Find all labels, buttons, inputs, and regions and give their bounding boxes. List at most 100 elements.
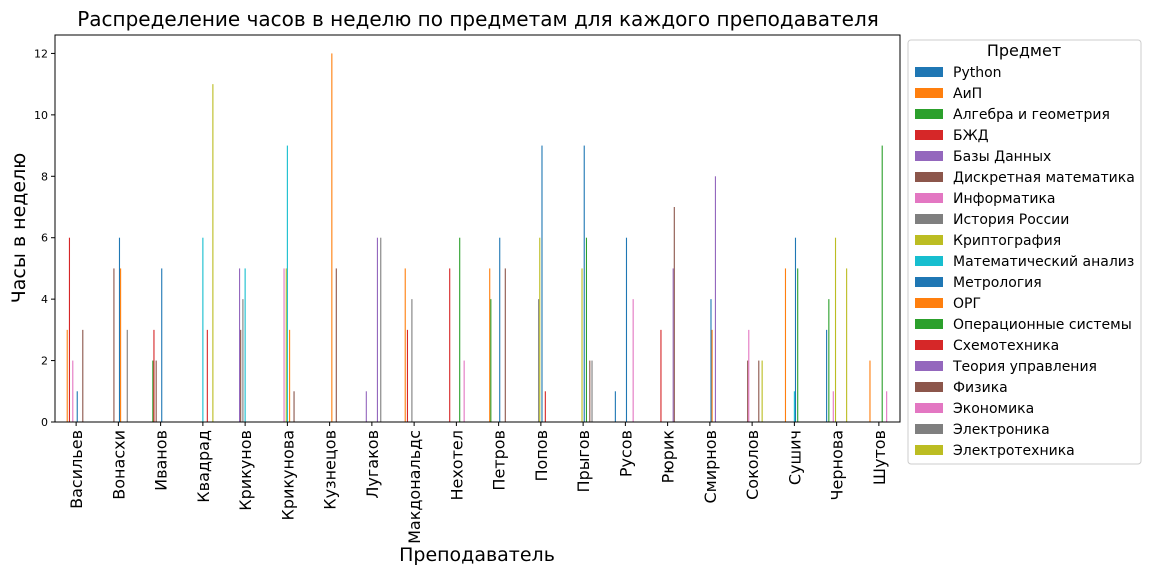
- bar: [761, 360, 763, 422]
- legend-swatch: [915, 298, 943, 308]
- legend-frame: [907, 39, 1142, 465]
- bar: [797, 268, 799, 422]
- y-tick-label: 10: [34, 109, 48, 122]
- bar: [504, 268, 506, 422]
- legend-label: Криптография: [953, 233, 1061, 249]
- bar: [490, 299, 492, 422]
- y-tick-label: 8: [41, 170, 48, 183]
- legend-swatch: [915, 424, 943, 434]
- x-tick-label: Вонасхи: [109, 430, 128, 500]
- bar: [118, 237, 121, 422]
- x-tick-label: Смирнов: [701, 430, 720, 503]
- legend-label: Экономика: [953, 401, 1034, 417]
- legend-swatch: [915, 88, 943, 98]
- bar: [794, 237, 797, 422]
- legend-label: Алгебра и геометрия: [953, 107, 1110, 123]
- x-tick-label: Васильев: [67, 430, 86, 509]
- x-tick-label: Соколов: [743, 430, 762, 500]
- legend-swatch: [915, 235, 943, 245]
- bar: [758, 360, 760, 422]
- x-axis-label: Преподаватель: [399, 544, 555, 566]
- bar: [747, 360, 749, 422]
- legend-label: История России: [953, 212, 1069, 228]
- legend-label: Базы Данных: [953, 149, 1051, 165]
- legend-label: АиП: [953, 86, 982, 102]
- x-tick-label: Крикунова: [278, 430, 297, 521]
- bar: [499, 237, 501, 422]
- legend-label: БЖД: [953, 128, 989, 144]
- legend-swatch: [915, 403, 943, 413]
- legend-swatch: [915, 214, 943, 224]
- bar: [793, 391, 795, 422]
- bar: [748, 329, 750, 422]
- legend-swatch: [915, 277, 943, 287]
- bar: [286, 145, 288, 422]
- bar: [583, 145, 585, 422]
- bar: [591, 360, 593, 422]
- bar: [449, 268, 451, 422]
- bar: [625, 237, 628, 422]
- bar: [239, 268, 241, 422]
- x-tick-label: Нехотел: [447, 430, 466, 501]
- bar: [206, 329, 208, 422]
- bar: [710, 299, 712, 422]
- legend-swatch: [915, 256, 943, 266]
- bar: [380, 237, 382, 422]
- bar: [289, 329, 291, 422]
- x-tick-label: Макдональдс: [405, 430, 424, 544]
- bar: [66, 329, 68, 422]
- x-tick-label: Русов: [616, 430, 635, 477]
- bar: [581, 268, 583, 422]
- bar: [242, 299, 244, 422]
- legend-items: Python АиП Алгебра и геометрия БЖД Базы Данн…: [915, 65, 1135, 459]
- x-tick-label: Иванов: [152, 430, 171, 491]
- legend-label: Электроника: [953, 422, 1050, 438]
- bar: [406, 329, 409, 422]
- bar: [82, 329, 84, 422]
- bar: [489, 268, 491, 422]
- legend-label: Метрология: [953, 275, 1042, 291]
- legend-label: Информатика: [953, 191, 1055, 207]
- x-tick-label: Крикунов: [236, 430, 255, 511]
- bar: [544, 391, 546, 422]
- legend-label: Математический анализ: [953, 254, 1134, 270]
- bar: [202, 237, 204, 422]
- bar: [283, 268, 285, 422]
- bar: [538, 299, 540, 422]
- bar: [331, 53, 333, 423]
- plot-area: [66, 53, 888, 423]
- legend-title: Предмет: [987, 41, 1061, 60]
- x-tick-label: Кузнецов: [321, 430, 340, 510]
- chart-title: Распределение часов в неделю по предмета…: [77, 7, 879, 31]
- legend-swatch: [915, 151, 943, 161]
- bar: [886, 391, 888, 422]
- x-tick-label: Квадрад: [194, 430, 213, 503]
- legend-label: Физика: [953, 380, 1008, 396]
- y-tick-label: 4: [41, 293, 48, 306]
- bar: [335, 268, 337, 422]
- x-tick-label: Сушич: [785, 430, 804, 485]
- legend-swatch: [915, 193, 943, 203]
- bar: [404, 268, 406, 422]
- bar: [244, 268, 246, 422]
- bar: [881, 145, 883, 422]
- legend-label: ОРГ: [953, 296, 981, 312]
- bar: [113, 268, 115, 422]
- bar: [463, 360, 465, 422]
- x-tick-label: Шутов: [870, 430, 889, 485]
- bar: [660, 329, 662, 422]
- y-tick-label: 0: [41, 416, 48, 429]
- x-tick-label: Прыгов: [574, 430, 593, 492]
- legend-label: Схемотехника: [953, 338, 1059, 354]
- bar: [76, 391, 78, 422]
- legend-swatch: [915, 382, 943, 392]
- legend-label: Операционные системы: [953, 317, 1132, 333]
- bar: [212, 84, 214, 422]
- x-tick-label: Рюрик: [659, 430, 678, 484]
- bar: [541, 145, 543, 422]
- x-tick-label: Лугаков: [363, 430, 382, 499]
- bar: [614, 391, 616, 422]
- bar: [120, 268, 122, 422]
- legend-swatch: [915, 445, 943, 455]
- plot-frame: [54, 34, 901, 423]
